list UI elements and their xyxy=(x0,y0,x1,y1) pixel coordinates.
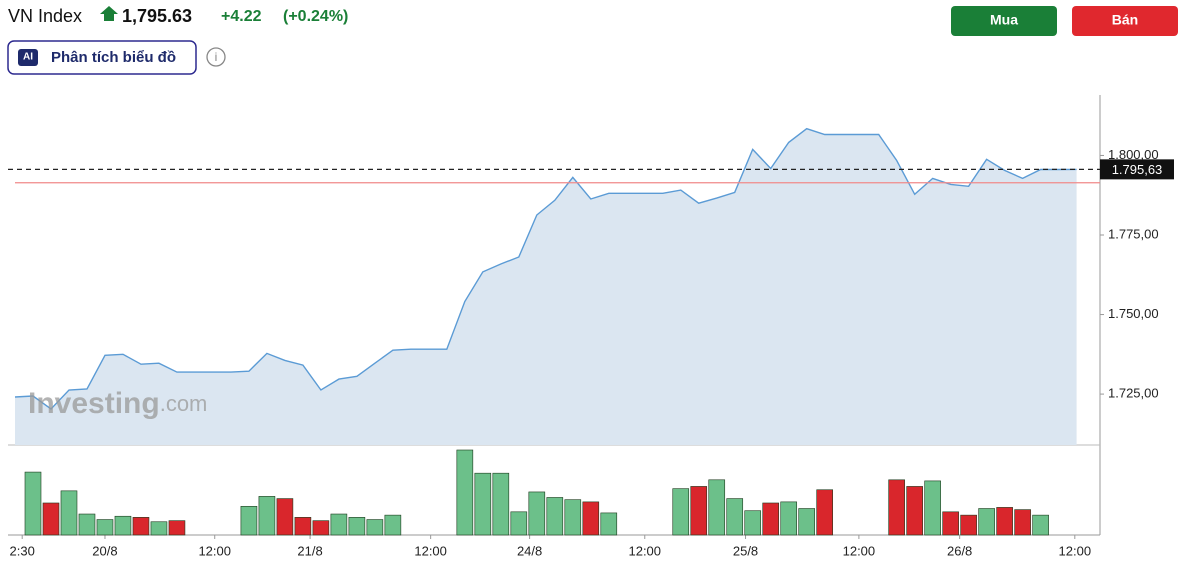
volume-bar xyxy=(708,479,726,536)
y-tick-label: 1.750,00 xyxy=(1108,306,1159,321)
volume-bar xyxy=(330,513,348,536)
volume-bar xyxy=(996,507,1013,536)
volume-bar xyxy=(60,490,78,536)
change-pct: (+0.24%) xyxy=(283,8,348,25)
price-line xyxy=(14,127,1077,410)
volume-bar xyxy=(726,498,744,536)
plot: 1.725,00 1.750,00 1.775,00 1.800,001.795,63… xyxy=(8,95,1174,558)
x-tick-label: 12:00 xyxy=(414,543,447,558)
buy-button[interactable] xyxy=(951,6,1057,36)
last-price-label: 1.795,63 xyxy=(1112,162,1163,177)
up-arrow xyxy=(100,6,118,21)
volume-bar xyxy=(96,519,114,536)
volume-bar xyxy=(960,514,977,536)
volume-bar xyxy=(744,510,762,536)
volume-bar xyxy=(24,471,42,536)
volume-bar xyxy=(240,505,258,536)
volume-bar xyxy=(42,502,60,536)
volume-bar xyxy=(510,511,528,536)
volume-bar xyxy=(168,520,186,536)
info-icon[interactable] xyxy=(206,47,226,67)
volume-bar xyxy=(276,498,294,536)
volume-bar xyxy=(78,513,96,536)
x-tick-label: 25/8 xyxy=(733,543,758,558)
volume-bar xyxy=(384,514,402,536)
volume-bar xyxy=(312,520,330,536)
watermark-domain: .com xyxy=(160,391,208,416)
x-tick-label: 20/8 xyxy=(92,543,117,558)
volume-bar xyxy=(888,479,905,536)
y-tick-label: 1.775,00 xyxy=(1108,226,1159,241)
volume-bar xyxy=(114,515,132,536)
watermark-brand: Investing xyxy=(28,387,160,420)
x-tick-label: 24/8 xyxy=(517,543,542,558)
volume-bar xyxy=(798,508,816,536)
buy-label[interactable]: Mua xyxy=(990,12,1018,28)
area xyxy=(15,128,1077,445)
volume-bar xyxy=(258,496,276,536)
volume-bar xyxy=(924,480,941,536)
volume-bar xyxy=(294,517,312,536)
volume-bar xyxy=(600,512,618,536)
volume-bar xyxy=(546,497,564,536)
x-tick-label: 12:00 xyxy=(198,543,231,558)
volume-bar xyxy=(564,499,582,536)
volume-bar xyxy=(528,491,546,536)
volume-bar xyxy=(582,501,600,536)
volume-bar xyxy=(456,449,474,536)
x-tick-label: 2:30 xyxy=(10,543,35,558)
volume-bar xyxy=(1032,514,1049,536)
volume-bar xyxy=(348,517,366,536)
volume-bar xyxy=(474,472,492,536)
x-tick-label: 12:00 xyxy=(1059,543,1092,558)
symbol: VN Index xyxy=(8,6,82,26)
x-tick-label: 21/8 xyxy=(297,543,322,558)
x-tick-label: 12:00 xyxy=(628,543,661,558)
ai-icon[interactable] xyxy=(18,49,38,66)
watermark: Investing.com xyxy=(28,387,207,420)
x-tick-label: 26/8 xyxy=(947,543,972,558)
x-tick-label: 12:00 xyxy=(843,543,876,558)
volume-bar xyxy=(366,519,384,536)
y-tick-label: 1.800,00 xyxy=(1108,147,1159,162)
volume-bar xyxy=(690,486,708,536)
last-price-box xyxy=(1100,159,1174,180)
volume-bar xyxy=(780,501,798,536)
ai-icon-label[interactable]: AI xyxy=(23,52,33,63)
sell-label[interactable]: Bán xyxy=(1112,12,1138,28)
price: 1,795.63 xyxy=(122,6,192,26)
ai-button[interactable] xyxy=(7,40,197,75)
volume-bar xyxy=(492,472,510,536)
volume-bar xyxy=(816,489,834,536)
volume-bar xyxy=(1014,509,1031,536)
volume-bar xyxy=(978,508,995,536)
volume-bar xyxy=(762,502,780,536)
volume-bar xyxy=(906,486,923,536)
sell-button[interactable] xyxy=(1072,6,1178,36)
volume-bar xyxy=(132,517,150,536)
volume-bar xyxy=(672,488,690,536)
volume-bar xyxy=(150,521,168,536)
change: +4.22 xyxy=(221,8,262,25)
y-tick-label: 1.725,00 xyxy=(1108,386,1159,401)
ai-button-label[interactable]: Phân tích biểu đồ xyxy=(51,49,176,66)
info-icon-glyph[interactable]: i xyxy=(215,50,218,64)
volume-bar xyxy=(942,511,959,536)
